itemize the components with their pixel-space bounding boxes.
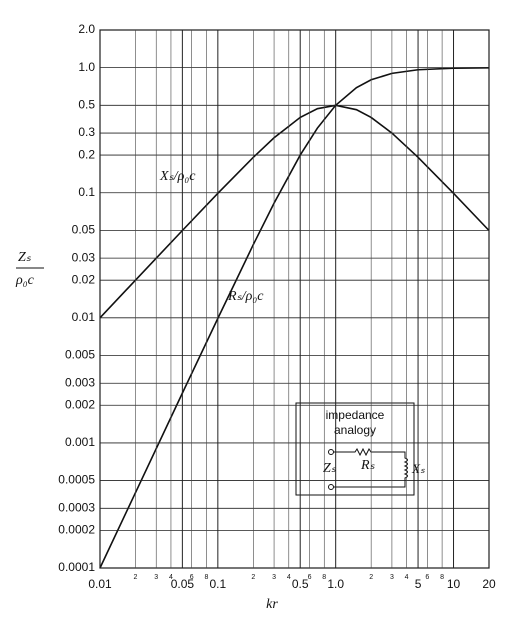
y-tick-label: 0.0002 xyxy=(58,523,95,537)
x-minor-label: 4 xyxy=(287,574,291,581)
inset: impedance analogy Zₛ Rₛ Xₛ xyxy=(295,402,425,496)
x-label: kr xyxy=(266,597,278,612)
x-minor-label: 6 xyxy=(308,574,312,581)
y-tick-label: 0.003 xyxy=(65,375,95,389)
x-minor-label: 6 xyxy=(425,574,429,581)
x-minor-label: 8 xyxy=(440,574,444,581)
y-label-denominator: ρ₀c xyxy=(15,273,35,288)
x-tick-label: 0.01 xyxy=(88,577,112,591)
curve-label: Rₛ/ρ₀c xyxy=(227,289,264,304)
y-tick-label: 0.5 xyxy=(78,97,95,111)
x-tick-label: 5 xyxy=(415,577,422,591)
x-minor-label: 6 xyxy=(190,574,194,581)
y-tick-label: 0.0001 xyxy=(58,560,95,574)
y-tick-label: 2.0 xyxy=(78,22,95,36)
y-tick-label: 0.002 xyxy=(65,397,95,411)
plot-frame xyxy=(99,29,490,569)
x-minor-label: 3 xyxy=(272,574,276,581)
x-minor-label: 3 xyxy=(390,574,394,581)
x-minor-label: 3 xyxy=(154,574,158,581)
inset-box xyxy=(295,402,415,496)
x-minor-label: 2 xyxy=(251,574,255,581)
y-tick-label: 1.0 xyxy=(78,60,95,74)
x-minor-label: 8 xyxy=(204,574,208,581)
y-label-numerator: Zₛ xyxy=(18,250,32,265)
x-minor-label: 2 xyxy=(369,574,373,581)
y-tick-label: 0.05 xyxy=(72,223,96,237)
x-tick-label: 0.5 xyxy=(292,577,309,591)
x-tick-label: 20 xyxy=(482,577,496,591)
inset-r: Rₛ xyxy=(360,458,376,473)
y-tick-label: 0.3 xyxy=(78,125,95,139)
x-minor-label: 4 xyxy=(169,574,173,581)
y-tick-label: 0.2 xyxy=(78,147,95,161)
curve xyxy=(99,104,490,319)
circuit xyxy=(334,447,408,488)
x-tick-label: 0.1 xyxy=(209,577,226,591)
x-tick-label: 1.0 xyxy=(327,577,344,591)
x-minor-label: 2 xyxy=(134,574,138,581)
y-tick-label: 0.001 xyxy=(65,435,95,449)
x-tick-label: 10 xyxy=(447,577,461,591)
x-minor-label: 8 xyxy=(322,574,326,581)
inset-z: Zₛ xyxy=(323,461,337,476)
terminal xyxy=(328,449,334,455)
y-tick-label: 0.1 xyxy=(78,185,95,199)
x-tick-label: 0.05 xyxy=(171,577,195,591)
inset-title: analogy xyxy=(334,423,376,437)
terminal xyxy=(328,484,334,490)
curve-label: Xₛ/ρ₀c xyxy=(159,169,196,184)
x-minor-label: 4 xyxy=(405,574,409,581)
y-tick-label: 0.0005 xyxy=(58,473,95,487)
y-tick-label: 0.005 xyxy=(65,348,95,362)
curve xyxy=(99,66,490,569)
y-tick-label: 0.02 xyxy=(72,272,96,286)
y-tick-label: 0.03 xyxy=(72,250,96,264)
inset-title: impedance xyxy=(326,408,385,422)
y-tick-label: 0.0003 xyxy=(58,500,95,514)
y-tick-label: 0.01 xyxy=(72,310,96,324)
